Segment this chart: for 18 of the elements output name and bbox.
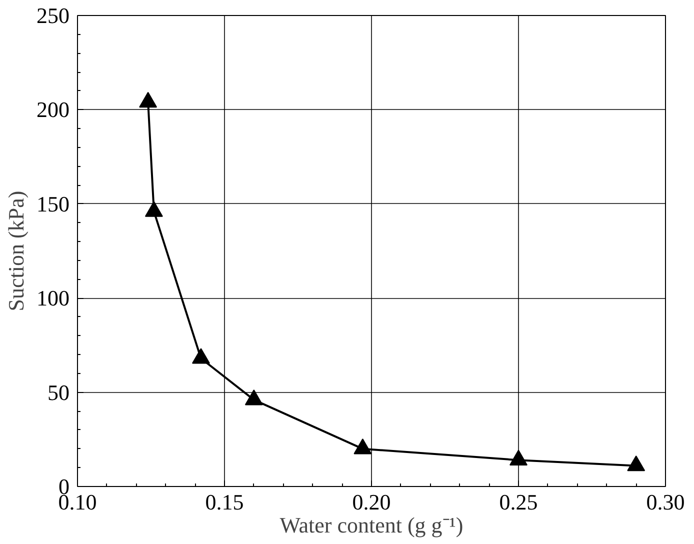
point [627, 455, 646, 472]
point [192, 348, 210, 364]
y-tick-label: 50 [48, 380, 70, 405]
point [139, 92, 158, 108]
x-axis-title: Water content (g g⁻¹) [280, 512, 464, 538]
point [244, 390, 263, 406]
y-tick-label: 200 [36, 97, 70, 122]
point [354, 438, 372, 454]
y-tick-label: 250 [36, 3, 70, 28]
y-tick-label: 100 [36, 286, 70, 311]
point [144, 201, 163, 217]
point [510, 450, 528, 466]
x-tick-label: 0.15 [205, 490, 244, 514]
y-tick-label: 150 [36, 191, 70, 216]
x-tick-label: 0.25 [499, 490, 538, 514]
x-tick-label: 0.20 [352, 490, 391, 514]
y-axis-title: Suction (kPa) [4, 190, 28, 312]
x-tick-label: 0.30 [646, 490, 685, 514]
